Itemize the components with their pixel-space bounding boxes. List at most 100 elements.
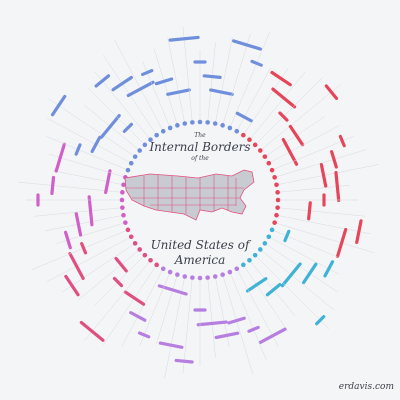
spoke-line — [46, 117, 132, 164]
border-segment — [80, 241, 88, 255]
border-segment — [137, 331, 151, 339]
border-segment — [64, 230, 72, 250]
inner-border-dot — [128, 234, 134, 240]
spoke-line — [249, 260, 296, 317]
border-segment — [74, 211, 83, 237]
inner-border-dot — [154, 132, 159, 138]
border-segment — [158, 341, 184, 349]
spoke-line — [182, 277, 193, 374]
border-segment — [122, 122, 134, 134]
spoke-line — [88, 88, 146, 146]
border-segment — [174, 358, 194, 364]
border-segment — [112, 276, 124, 288]
border-spokes — [18, 26, 379, 379]
state-borders — [126, 175, 244, 214]
inner-border-dot — [119, 197, 125, 203]
spoke-line — [271, 136, 354, 171]
spoke-line — [249, 71, 306, 140]
inner-border-dot — [241, 262, 246, 268]
inner-border-dot — [190, 120, 195, 125]
title-country-2: America — [174, 253, 226, 267]
spoke-line — [236, 67, 271, 132]
inner-border-dot — [247, 137, 252, 143]
border-segment — [79, 320, 105, 342]
inner-border-dot — [220, 272, 225, 277]
inner-border-dot — [128, 160, 134, 166]
border-segment — [288, 124, 305, 147]
spoke-line — [222, 274, 254, 375]
spoke-line — [93, 254, 146, 307]
inner-border-dot — [234, 266, 240, 272]
border-segment — [54, 142, 66, 173]
inner-border-dot — [148, 257, 153, 263]
border-segment — [258, 327, 287, 345]
inner-border-dot — [123, 220, 128, 225]
inner-border-dot — [257, 148, 263, 153]
spoke-line — [77, 249, 140, 301]
border-segment — [214, 331, 240, 340]
spoke-line — [207, 277, 216, 358]
border-segment — [166, 88, 191, 96]
border-segment — [154, 77, 174, 86]
inner-border-dot — [274, 182, 279, 188]
inner-border-dot — [272, 175, 277, 180]
border-segment — [278, 111, 289, 122]
inner-border-dot — [121, 212, 126, 218]
us-map-outline — [124, 169, 255, 221]
spoke-line — [46, 136, 129, 171]
inner-border-dot — [262, 154, 268, 159]
border-segment — [140, 68, 154, 77]
inner-border-dot — [227, 269, 233, 275]
inner-border-dot — [175, 272, 180, 277]
border-segment — [232, 39, 263, 51]
inner-border-dot — [125, 227, 131, 233]
inner-border-dot — [120, 205, 125, 210]
border-segment — [280, 262, 302, 288]
border-segment — [104, 169, 112, 195]
inner-border-dot — [212, 274, 218, 279]
border-segment — [338, 134, 346, 148]
border-segment — [319, 163, 328, 188]
border-segment — [114, 256, 128, 273]
border-segment — [335, 227, 348, 258]
border-segment — [94, 74, 111, 88]
title-country: United States of — [150, 238, 250, 252]
spoke-line — [254, 254, 329, 329]
inner-border-dot — [125, 167, 131, 173]
spoke-line — [214, 37, 233, 124]
spoke-line — [254, 76, 324, 146]
spoke-line — [84, 260, 151, 341]
spoke-line — [264, 243, 339, 293]
spoke-line — [268, 125, 340, 164]
inner-border-dot — [266, 160, 272, 166]
border-segment — [90, 135, 102, 154]
inner-border-dot — [220, 123, 225, 128]
spoke-line — [52, 170, 124, 186]
inner-border-dot — [252, 252, 258, 258]
border-segment — [126, 80, 155, 98]
border-segment — [302, 262, 318, 285]
inner-border-dot — [272, 220, 277, 225]
spoke-line — [243, 264, 288, 332]
inner-border-dot — [227, 125, 233, 131]
inner-border-dot — [205, 120, 210, 125]
spoke-line — [236, 268, 279, 347]
inner-border-dot — [167, 125, 173, 131]
inner-border-dot — [197, 275, 203, 281]
inner-border-dot — [137, 148, 143, 153]
border-segment — [323, 260, 335, 278]
border-segment — [283, 229, 291, 243]
inner-border-dot — [269, 227, 275, 233]
border-segment — [196, 320, 228, 327]
title-line-3: of the — [191, 155, 209, 162]
inner-border-dot — [160, 266, 166, 272]
inner-border-dot — [160, 128, 166, 134]
inner-border-dot — [148, 137, 153, 143]
inner-border-dot — [175, 123, 180, 128]
spoke-line — [61, 243, 136, 293]
border-segment — [330, 150, 338, 169]
spoke-line — [276, 214, 371, 235]
border-segment — [50, 175, 56, 196]
border-segment — [265, 282, 282, 297]
spoke-line — [271, 229, 339, 258]
